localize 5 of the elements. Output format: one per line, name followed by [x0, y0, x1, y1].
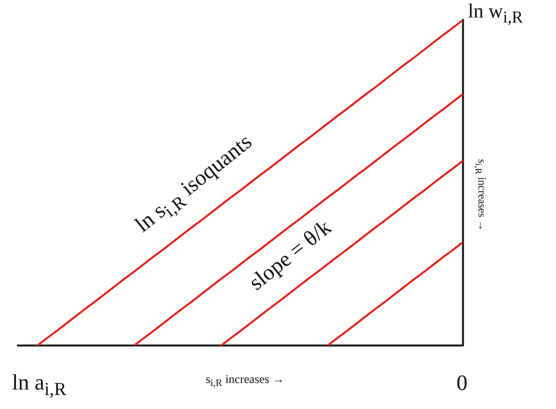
annotation: slope = θ/k — [244, 214, 336, 295]
text: ln w$_{i,R}$ — [468, 0, 523, 27]
text: ln a$_{i,R}$ — [12, 370, 66, 400]
text: 0 — [456, 370, 468, 395]
text: s$_{i,R}$ increases → — [206, 372, 284, 390]
